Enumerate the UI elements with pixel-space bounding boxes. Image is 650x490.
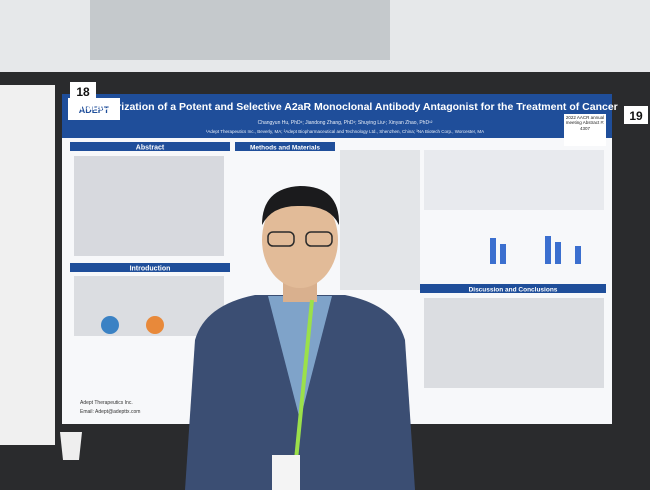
badge: 2022 AACR annual meeting Abstract #: 430… [565, 115, 605, 131]
footer-text: Adept Therapeutics Inc. [80, 400, 133, 406]
affiliations: ¹Adept Therapeutics Inc., Beverly, MA; ²… [206, 129, 484, 134]
section-title: Introduction [130, 266, 171, 273]
ceiling-structure [90, 0, 390, 60]
section-bar [420, 284, 606, 293]
poster-header [62, 94, 612, 138]
bar-figure [490, 236, 581, 264]
body-text [74, 156, 604, 388]
badge-card [272, 455, 300, 490]
board-number: 19 [629, 109, 643, 123]
figure [340, 150, 420, 290]
footer-text: Email: Adept@adepttx.com [80, 409, 140, 415]
logo: ADEPT [79, 105, 110, 115]
neighbor-poster [0, 85, 55, 445]
face [262, 192, 338, 288]
badge-wrap: 2022 AACR annual meeting Abstract #: 430… [565, 115, 605, 131]
section-title: Abstract [136, 145, 165, 152]
diagram-icon [146, 316, 164, 334]
logo-box [68, 98, 120, 120]
section-bar [235, 142, 335, 151]
section-bar [70, 263, 230, 272]
poster-title: Characterization of a Potent and Selecti… [72, 101, 618, 113]
section-title: Methods and Materials [250, 145, 320, 152]
glasses [267, 231, 295, 247]
cup [60, 432, 82, 460]
figure [424, 150, 604, 210]
glasses [305, 231, 333, 247]
section-title: Discussion and Conclusions [469, 287, 558, 294]
number-plate [70, 82, 96, 100]
lanyard [294, 299, 314, 461]
board-number: 18 [76, 85, 90, 99]
badge-box [564, 114, 606, 146]
section-bar [70, 142, 230, 151]
shirt [268, 296, 332, 420]
authors: Changyun Hu, PhD¹; Jiandong Zhang, PhD¹;… [258, 120, 433, 126]
hair [262, 186, 340, 225]
diagram-icon [101, 316, 119, 334]
number-plate [624, 106, 648, 124]
